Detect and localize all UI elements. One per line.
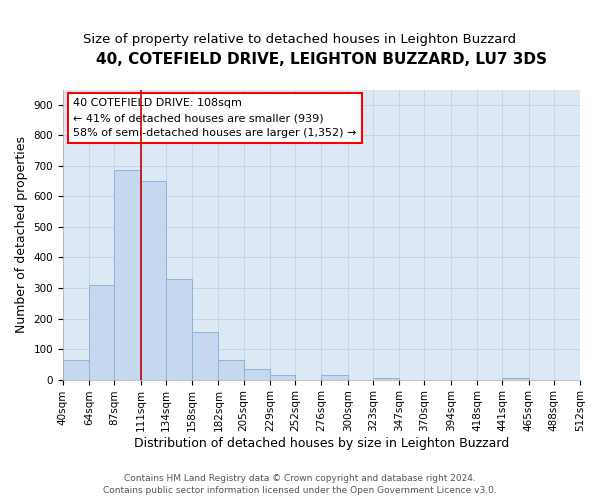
Text: Size of property relative to detached houses in Leighton Buzzard: Size of property relative to detached ho… (83, 32, 517, 46)
Bar (192, 332, 218, 380)
Title: 40, COTEFIELD DRIVE, LEIGHTON BUZZARD, LU7 3DS: 40, COTEFIELD DRIVE, LEIGHTON BUZZARD, L… (96, 52, 547, 68)
Bar (270, 375, 295, 380)
Text: 40 COTEFIELD DRIVE: 108sqm
← 41% of detached houses are smaller (939)
58% of sem: 40 COTEFIELD DRIVE: 108sqm ← 41% of deta… (73, 98, 356, 138)
Bar (166, 279, 192, 380)
X-axis label: Distribution of detached houses by size in Leighton Buzzard: Distribution of detached houses by size … (134, 437, 509, 450)
Bar (322, 375, 348, 380)
Bar (140, 181, 166, 380)
Bar (115, 170, 140, 380)
Bar (502, 378, 529, 380)
Bar (89, 285, 115, 380)
Bar (218, 360, 244, 380)
Bar (244, 369, 270, 380)
Bar (373, 378, 399, 380)
Y-axis label: Number of detached properties: Number of detached properties (15, 136, 28, 333)
Bar (63, 360, 89, 380)
Text: Contains HM Land Registry data © Crown copyright and database right 2024.
Contai: Contains HM Land Registry data © Crown c… (103, 474, 497, 495)
